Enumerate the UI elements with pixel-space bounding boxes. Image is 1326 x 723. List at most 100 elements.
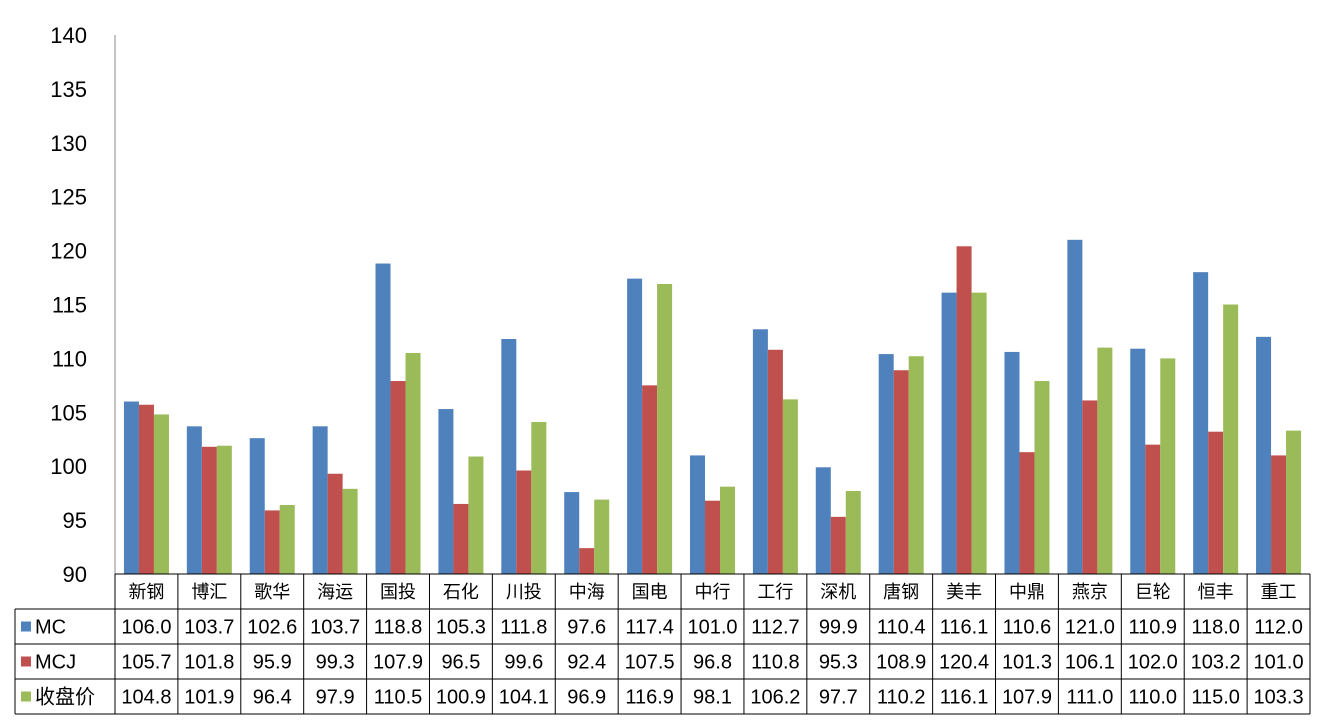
bar-MC-石化 — [438, 409, 454, 574]
bar-MC-国电 — [627, 278, 643, 574]
category-label: 重工 — [1261, 582, 1297, 602]
bar-收盘价-重工 — [1286, 430, 1302, 574]
table-cell: 106.2 — [750, 687, 800, 709]
bar-MC-巨轮 — [1130, 348, 1146, 574]
table-cell: 102.0 — [1128, 652, 1178, 674]
bar-收盘价-海运 — [342, 488, 358, 574]
bar-收盘价-中行 — [720, 486, 735, 574]
table-cell: 103.7 — [184, 617, 234, 639]
y-tick-label: 90 — [63, 562, 87, 587]
bars — [123, 239, 1302, 574]
table-cell: 101.9 — [184, 687, 234, 709]
bar-MCJ-恒丰 — [1208, 431, 1224, 574]
bar-收盘价-美丰 — [971, 292, 987, 574]
table-cell: 110.2 — [877, 687, 926, 709]
table-cell: 97.6 — [567, 617, 606, 639]
table-cell: 104.8 — [121, 687, 171, 709]
bar-MCJ-博汇 — [201, 446, 217, 574]
table-cell: 101.8 — [184, 652, 234, 674]
table-cell: 118.8 — [374, 617, 423, 639]
legend-swatch-MCJ — [21, 656, 31, 667]
table-cell: 99.9 — [819, 617, 858, 639]
bar-收盘价-中鼎 — [1034, 381, 1050, 574]
table-cell: 107.5 — [625, 652, 675, 674]
legend-swatch-MC — [21, 621, 31, 632]
table-cell: 116.9 — [625, 687, 674, 709]
table-cell: 116.1 — [940, 687, 989, 709]
bar-MC-国投 — [375, 263, 391, 574]
table-cell: 110.4 — [877, 617, 926, 639]
category-label: 石化 — [443, 582, 479, 602]
category-label: 燕京 — [1072, 582, 1108, 602]
table-cell: 96.4 — [253, 687, 292, 709]
table-cell: 105.7 — [121, 652, 171, 674]
category-label: 国电 — [632, 582, 668, 602]
table-cell: 120.4 — [939, 652, 989, 674]
legend-label: MCJ — [35, 652, 76, 674]
table-cell: 101.0 — [1254, 652, 1304, 674]
bar-MCJ-中行 — [705, 500, 720, 574]
table-cell: 117.4 — [625, 617, 674, 639]
table-cell: 92.4 — [567, 652, 606, 674]
bar-收盘价-歌华 — [279, 505, 295, 574]
table-cell: 104.1 — [499, 687, 549, 709]
table-cell: 97.9 — [316, 687, 355, 709]
table-cell: 105.3 — [436, 617, 486, 639]
table-cell: 107.9 — [373, 652, 423, 674]
bar-MCJ-重工 — [1271, 455, 1287, 574]
table-cell: 121.0 — [1065, 617, 1115, 639]
table-cell: 96.8 — [693, 652, 732, 674]
table-cell: 102.6 — [247, 617, 297, 639]
bar-MCJ-巨轮 — [1145, 444, 1161, 574]
table-cell: 110.6 — [1003, 617, 1052, 639]
table-cell: 101.3 — [1002, 652, 1052, 674]
table-cell: 111.8 — [500, 617, 547, 639]
table-cell: 95.9 — [253, 652, 292, 674]
y-tick-label: 135 — [50, 77, 87, 102]
table-cell: 110.5 — [374, 687, 423, 709]
bar-MC-中海 — [564, 492, 580, 574]
category-label: 恒丰 — [1198, 582, 1234, 602]
category-label: 川投 — [506, 582, 542, 602]
table-cell: 118.0 — [1191, 617, 1240, 639]
legend-label: 收盘价 — [35, 686, 95, 709]
bar-MCJ-深机 — [830, 516, 846, 574]
table-cell: 99.3 — [316, 652, 355, 674]
bar-MCJ-中海 — [579, 548, 595, 574]
y-tick-label: 125 — [50, 185, 87, 210]
bar-MC-川投 — [501, 338, 517, 574]
data-table: 新钢 博汇 歌华 海运 国投 石化 川投 中海 国电 中行 工行 深机 唐钢 美丰 中鼎 燕京 巨轮 恒丰 重工 MC… — [14, 573, 1311, 715]
category-label: 中海 — [569, 582, 605, 602]
bar-MCJ-唐钢 — [893, 370, 909, 574]
table-cell: 110.0 — [1128, 687, 1177, 709]
table-cell: 96.5 — [441, 652, 480, 674]
bar-MCJ-燕京 — [1082, 400, 1098, 574]
bar-收盘价-巨轮 — [1160, 358, 1176, 574]
bar-MC-重工 — [1256, 336, 1272, 574]
category-label: 唐钢 — [883, 582, 919, 602]
table-cell: 108.9 — [876, 652, 926, 674]
category-label: 中行 — [695, 582, 731, 602]
bar-MCJ-中鼎 — [1019, 452, 1035, 574]
bar-收盘价-恒丰 — [1223, 304, 1239, 574]
bar-收盘价-博汇 — [216, 445, 232, 574]
y-tick-label: 95 — [63, 508, 87, 533]
table-cell: 112.0 — [1254, 617, 1303, 639]
legend-swatch-收盘价 — [21, 691, 31, 702]
table-cell: 96.9 — [567, 687, 606, 709]
y-tick-label: 130 — [50, 131, 87, 156]
bar-MC-博汇 — [186, 426, 202, 574]
bar-收盘价-工行 — [782, 399, 798, 574]
bar-收盘价-川投 — [531, 422, 547, 574]
bar-MC-燕京 — [1067, 239, 1083, 574]
y-tick-label: 110 — [52, 346, 87, 371]
table-cell: 100.9 — [436, 687, 486, 709]
table-cell: 106.1 — [1065, 652, 1115, 674]
table-cell: 110.9 — [1128, 617, 1177, 639]
bar-收盘价-新钢 — [153, 414, 169, 574]
category-label: 巨轮 — [1135, 582, 1171, 602]
bar-MC-恒丰 — [1193, 272, 1209, 574]
bar-MCJ-工行 — [767, 349, 783, 574]
bar-MCJ-美丰 — [956, 246, 972, 574]
